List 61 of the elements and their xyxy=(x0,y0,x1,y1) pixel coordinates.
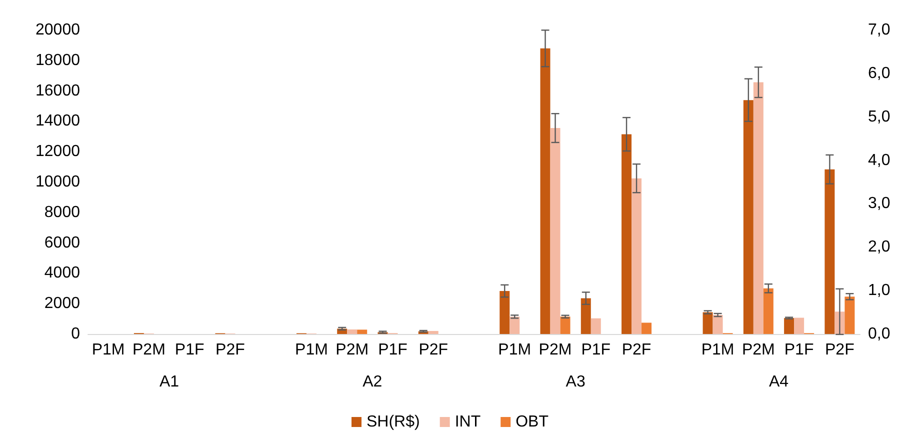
y-tick-label: 16000 xyxy=(36,82,80,100)
x-tick-label: P1M xyxy=(92,342,125,358)
bar xyxy=(794,318,804,334)
y2-tick-label: 5,0 xyxy=(868,108,890,126)
x-tick-label: P2F xyxy=(418,342,448,358)
legend-label: SH(R$) xyxy=(366,414,420,430)
text: A4 xyxy=(768,374,789,390)
y-tick-label: 20000 xyxy=(36,22,80,38)
y-tick-label: 0 xyxy=(71,326,80,342)
y2-tick-label: 3,0 xyxy=(868,195,890,212)
y-tick-label: 10000 xyxy=(36,174,80,190)
y-tick-label: 2000 xyxy=(44,295,80,312)
y2-tick-label: 2,0 xyxy=(868,238,890,256)
y-tick-label: 4000 xyxy=(44,264,80,282)
y-tick-label: 18000 xyxy=(36,52,80,69)
bar xyxy=(743,100,754,334)
bar xyxy=(763,288,774,334)
bar xyxy=(550,128,560,334)
bar xyxy=(590,318,601,334)
x-tick-label: P1F xyxy=(378,342,408,358)
x-tick-label: P2F xyxy=(216,342,246,358)
bar xyxy=(712,315,723,334)
bar xyxy=(428,330,438,334)
y2-tick-label: 4,0 xyxy=(868,152,890,169)
bar xyxy=(510,316,520,334)
bar xyxy=(784,318,794,334)
x-tick-label: P2M xyxy=(336,342,369,358)
legend-label: INT xyxy=(454,414,481,430)
text: A3 xyxy=(566,374,586,390)
bar xyxy=(622,134,632,334)
bar xyxy=(632,178,642,334)
bar xyxy=(824,169,835,334)
y-tick-label: 12000 xyxy=(36,143,80,160)
x-tick-label: P1M xyxy=(498,342,532,358)
legend-label: OBT xyxy=(516,414,549,430)
bar xyxy=(500,290,510,334)
x-tick-label: P1M xyxy=(701,342,734,358)
x-tick-label: P1F xyxy=(174,342,204,358)
y-tick-label: 14000 xyxy=(36,112,80,130)
x-tick-label: P1F xyxy=(581,342,611,358)
text: A1 xyxy=(159,374,180,390)
x-tick-label: P2F xyxy=(825,342,855,358)
y-tick-label: 6000 xyxy=(44,234,80,252)
x-tick-label: P1M xyxy=(295,342,328,358)
y-tick-label: 8000 xyxy=(44,204,80,221)
text: A2 xyxy=(362,374,382,390)
y2-tick-label: 0,0 xyxy=(868,326,890,342)
bar xyxy=(560,316,570,334)
bar xyxy=(753,82,764,334)
x-tick-label: P2M xyxy=(538,342,572,358)
x-tick-label: P1F xyxy=(784,342,814,358)
bar xyxy=(642,322,652,334)
x-tick-label: P2M xyxy=(742,342,775,358)
x-tick-label: P2M xyxy=(132,342,166,358)
y2-tick-label: 6,0 xyxy=(868,64,890,82)
bar xyxy=(540,48,550,334)
y2-tick-label: 1,0 xyxy=(868,282,890,300)
y2-tick-label: 7,0 xyxy=(868,22,890,38)
x-tick-label: P2F xyxy=(622,342,652,358)
bar xyxy=(580,298,591,334)
bar xyxy=(702,312,713,334)
